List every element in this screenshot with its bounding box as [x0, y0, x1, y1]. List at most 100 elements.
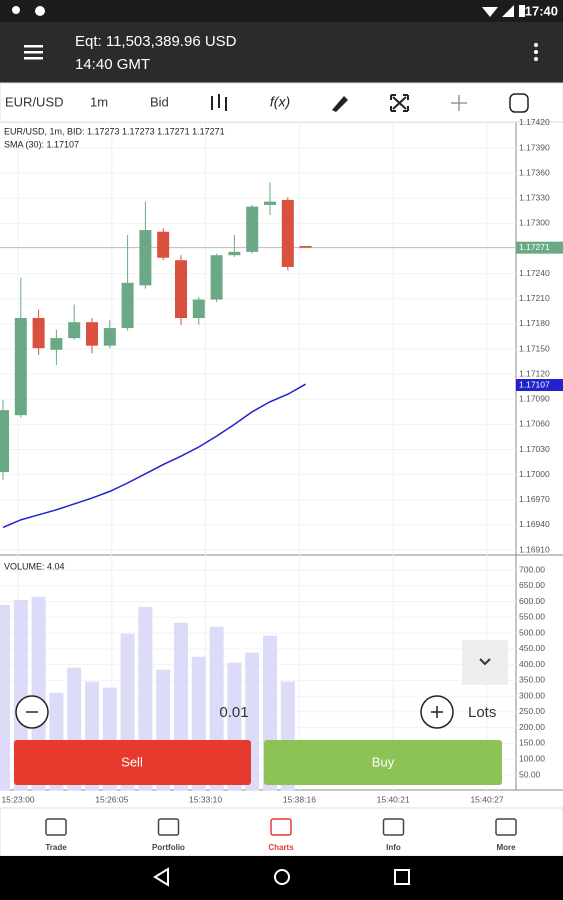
time-label: 15:40:27	[470, 794, 503, 804]
location-icon	[12, 6, 20, 14]
price-tick-label: 1.16970	[519, 494, 550, 504]
price-tick-label: 1.17090	[519, 394, 550, 404]
nav-label[interactable]: Trade	[45, 843, 67, 852]
clock: 17:40	[525, 3, 558, 18]
chevron-icon	[479, 658, 491, 666]
price-type[interactable]: Bid	[150, 94, 169, 109]
price-tick-label: 1.17180	[519, 318, 550, 328]
sma-tag	[516, 379, 563, 392]
volume-info: VOLUME: 4.04	[4, 561, 65, 571]
crosshair-button[interactable]	[451, 95, 467, 111]
plus-icon	[431, 706, 443, 718]
time-label: 15:38:16	[283, 794, 316, 804]
current-price-tag	[516, 241, 563, 254]
price-tick-label: 1.17390	[519, 142, 550, 152]
price-tick-label: 1.17120	[519, 368, 550, 378]
price-tick-label: 1.17360	[519, 167, 550, 177]
menu-button[interactable]	[24, 45, 43, 60]
chart-type-button[interactable]	[211, 94, 227, 111]
candle-body	[50, 338, 63, 350]
nav-label[interactable]: Info	[386, 843, 401, 852]
indicator-button[interactable]: f(x)	[270, 94, 290, 110]
timeframe[interactable]: 1m	[90, 94, 108, 109]
sell-label: Sell	[121, 754, 143, 769]
system-nav	[0, 856, 563, 900]
buy-label: Buy	[372, 754, 395, 769]
volume-tick-label: 150.00	[519, 738, 545, 748]
current-price-label: 1.17271	[519, 242, 550, 252]
home-button[interactable]	[274, 869, 290, 885]
volume-tick-label: 450.00	[519, 643, 545, 653]
nav-icon	[157, 818, 180, 836]
nav-label[interactable]: Portfolio	[152, 843, 185, 852]
time-label: 15:26:05	[95, 794, 128, 804]
volume-bar	[0, 605, 10, 791]
quantity-unit: Lots	[468, 704, 496, 721]
volume-tick-label: 700.00	[519, 564, 545, 574]
candle-body	[175, 260, 187, 319]
price-alert-button[interactable]	[509, 93, 529, 113]
price-tick-label: 1.17030	[519, 444, 550, 454]
candle-body	[246, 206, 259, 252]
nav-icon	[382, 818, 405, 836]
status-bar	[0, 0, 563, 22]
price-tick-label: 1.17240	[519, 268, 550, 278]
header	[0, 22, 563, 83]
volume-tick-label: 50.00	[519, 769, 541, 779]
buy-button[interactable]	[264, 740, 502, 785]
price-tick-label: 1.17060	[519, 419, 550, 429]
nav-icon	[495, 818, 517, 836]
candle-body	[281, 199, 294, 267]
candle-body	[32, 318, 45, 349]
volume-tick-label: 200.00	[519, 722, 545, 732]
price-tick-label: 1.17150	[519, 343, 550, 353]
nav-label[interactable]: Charts	[268, 843, 294, 852]
volume-tick-label: 300.00	[519, 690, 545, 700]
price-tick-label: 1.17210	[519, 293, 550, 303]
candle-body	[157, 231, 170, 258]
candle-body	[68, 322, 81, 339]
sma-info: SMA (30): 1.17107	[4, 139, 79, 149]
battery-icon	[519, 5, 525, 17]
app-icon	[35, 6, 45, 16]
candle-body	[0, 410, 9, 473]
quantity[interactable]: 0.01	[219, 704, 248, 721]
volume-tick-label: 250.00	[519, 706, 545, 716]
candle-body	[210, 255, 223, 300]
candle-body	[264, 201, 276, 205]
back-button[interactable]	[153, 867, 169, 887]
server-time: 14:40 GMT	[75, 56, 150, 73]
draw-button[interactable]	[332, 96, 348, 112]
nav-icon	[45, 818, 67, 836]
price-tick-label: 1.17420	[519, 117, 550, 127]
collapse-button[interactable]	[462, 640, 508, 685]
price-tick-label: 1.16910	[519, 544, 550, 554]
sell-button[interactable]	[14, 740, 251, 785]
price-tick-label: 1.17000	[519, 469, 550, 479]
nav-label[interactable]: More	[496, 843, 516, 852]
equity: Eqt: 11,503,389.96 USD	[75, 33, 237, 50]
candle-body	[139, 230, 152, 286]
price-tick-label: 1.17330	[519, 193, 550, 203]
candle-body	[192, 299, 205, 319]
candle-body	[86, 322, 98, 346]
volume-tick-label: 600.00	[519, 596, 545, 606]
time-label: 15:40:21	[377, 794, 410, 804]
chart-info: EUR/USD, 1m, BID: 1.17273 1.17273 1.1727…	[4, 126, 225, 136]
bottom-nav	[0, 807, 563, 857]
overflow-menu[interactable]	[534, 43, 538, 61]
time-label: 15:33:10	[189, 794, 222, 804]
volume-tick-label: 550.00	[519, 612, 545, 622]
candle-body	[14, 318, 27, 416]
fullscreen-button[interactable]	[390, 94, 409, 112]
signal-icon	[502, 5, 514, 17]
price-tick-label: 1.16940	[519, 519, 550, 529]
volume-tick-label: 500.00	[519, 627, 545, 637]
price-tick-label: 1.17300	[519, 218, 550, 228]
toolbar	[0, 82, 563, 123]
symbol[interactable]: EUR/USD	[5, 94, 64, 109]
volume-tick-label: 650.00	[519, 580, 545, 590]
recents-button[interactable]	[394, 869, 410, 885]
sma-line	[2, 383, 306, 529]
